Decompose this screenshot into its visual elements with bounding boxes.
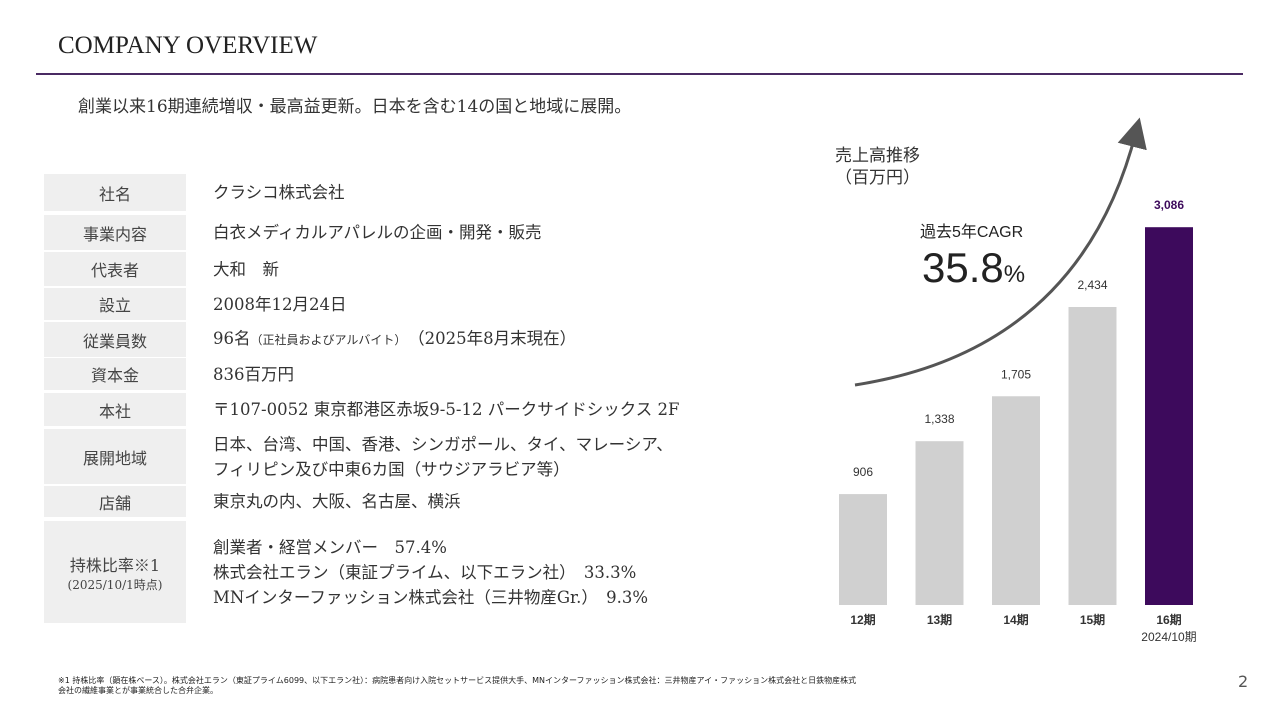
row-value: クラシコ株式会社 [213, 174, 773, 211]
bar [1145, 227, 1193, 605]
label-text: 展開地域 [82, 448, 147, 468]
label-text: 店舗 [98, 493, 131, 513]
cagr-label: 過去5年CAGR [920, 223, 1023, 241]
label-text: 本社 [98, 401, 131, 421]
label-text: 事業内容 [82, 224, 147, 244]
value-line: 創業者・経営メンバー 57.4% [213, 535, 773, 560]
title: COMPANY OVERVIEW [58, 32, 318, 59]
row-label: 資本金 [44, 358, 186, 390]
row-label: 持株比率※1 (2025/10/1時点) [44, 521, 186, 623]
value-text: クラシコ株式会社 [213, 183, 345, 202]
label-text: 持株比率※1 [69, 555, 161, 575]
row-value: 東京丸の内、大阪、名古屋、横浜 [213, 486, 773, 517]
label-text: 社名 [98, 184, 131, 204]
value-line: 〒107-0052 東京都港区赤坂9-5-12 パークサイドシックス 2F [213, 397, 773, 422]
bar [839, 494, 887, 605]
value-text: フィリピン及び中東6カ国（サウジアラビア等） [213, 459, 570, 479]
value-line: 白衣メディカルアパレルの企画・開発・販売 [213, 220, 773, 245]
row-value: 96名（正社員およびアルバイト） （2025年8月末現在） [213, 322, 773, 357]
chart-title: 売上高推移 [835, 146, 920, 166]
label-text: 従業員数 [82, 331, 147, 351]
value-suffix: （2025年8月末現在） [416, 329, 577, 348]
label-sub: (2025/10/1時点) [67, 577, 163, 592]
value-text: 白衣メディカルアパレルの企画・開発・販売 [213, 223, 542, 242]
bar [992, 396, 1040, 605]
value-text: 836百万円 [213, 364, 294, 384]
row-label: 代表者 [44, 252, 186, 286]
row-value: 大和 新 [213, 252, 773, 286]
cagr-unit: % [1004, 261, 1025, 288]
label-text: 資本金 [90, 366, 139, 385]
footnote-line: ※1 持株比率（顕在株ベース）。株式会社エラン（東証プライム6099、以下エラン… [58, 676, 857, 685]
value-label: 1,338 [924, 412, 954, 426]
value-label: 2,434 [1077, 278, 1107, 292]
subtitle: 創業以来16期連続増収・最高益更新。日本を含む14の国と地域に展開。 [78, 97, 632, 117]
row-value: 2008年12月24日 [213, 288, 773, 320]
value-text: 大和 新 [213, 259, 279, 279]
value-text: 〒107-0052 東京都港区赤坂9-5-12 パークサイドシックス 2F [213, 400, 680, 419]
cagr-number: 35.8 [922, 244, 1004, 291]
value-line: クラシコ株式会社 [213, 180, 773, 205]
value-text: 96名 [213, 329, 251, 348]
row-label: 本社 [44, 393, 186, 426]
x-tick-label: 15期 [1080, 612, 1105, 627]
x-tick-label: 13期 [927, 612, 952, 627]
x-tick-label: 14期 [1003, 612, 1028, 627]
row-value: 日本、台湾、中国、香港、シンガポール、タイ、マレーシア、 フィリピン及び中東6カ国… [213, 429, 773, 484]
row-label: 店舗 [44, 486, 186, 517]
value-line: 日本、台湾、中国、香港、シンガポール、タイ、マレーシア、 [213, 432, 773, 457]
divider [36, 73, 1243, 75]
row-value: 創業者・経営メンバー 57.4% 株式会社エラン（東証プライム、以下エラン社） 3… [213, 521, 773, 623]
value-note: （正社員およびアルバイト） [250, 333, 407, 347]
row-label: 設立 [44, 288, 186, 320]
bar [1068, 307, 1117, 605]
value-line: 株式会社エラン（東証プライム、以下エラン社） 33.3% [213, 560, 773, 585]
footnote-line: 会社の繊維事業とが事業統合した合弁企業。 [58, 686, 218, 695]
value-text: 日本、台湾、中国、香港、シンガポール、タイ、マレーシア、 [213, 434, 673, 454]
value-line: 96名（正社員およびアルバイト） （2025年8月末現在） [213, 326, 773, 353]
row-label: 従業員数 [44, 322, 186, 357]
bar [915, 441, 964, 605]
row-label: 事業内容 [44, 215, 186, 250]
x-tick-label: 16期 [1156, 612, 1181, 627]
label-text: 代表者 [90, 261, 139, 280]
value-text: 創業者・経営メンバー 57.4% [213, 537, 447, 557]
value-label: 906 [853, 465, 873, 479]
value-label: 3,086 [1154, 198, 1184, 212]
row-value: 白衣メディカルアパレルの企画・開発・販売 [213, 215, 773, 250]
cagr-value: 35.8% [922, 244, 1025, 291]
row-label: 展開地域 [44, 429, 186, 484]
row-value: 〒107-0052 東京都港区赤坂9-5-12 パークサイドシックス 2F [213, 393, 773, 426]
value-line: フィリピン及び中東6カ国（サウジアラビア等） [213, 457, 773, 482]
value-text: MNインターファッション株式会社（三井物産Gr.） 9.3% [213, 587, 649, 607]
value-line: MNインターファッション株式会社（三井物産Gr.） 9.3% [213, 585, 773, 610]
value-line: 大和 新 [213, 257, 773, 282]
value-text: 東京丸の内、大阪、名古屋、横浜 [213, 492, 461, 511]
x-tick-sublabel: 2024/10期 [1141, 630, 1196, 644]
value-text: 株式会社エラン（東証プライム、以下エラン社） 33.3% [213, 562, 637, 582]
label-text: 設立 [98, 296, 131, 315]
x-tick-label: 12期 [850, 612, 875, 627]
growth-arrow [854, 117, 1147, 387]
footnote: ※1 持株比率（顕在株ベース）。株式会社エラン（東証プライム6099、以下エラン… [58, 676, 856, 696]
value-line: 2008年12月24日 [213, 292, 773, 317]
chart-unit: （百万円） [835, 168, 920, 188]
value-text: 2008年12月24日 [213, 294, 347, 314]
page-number: 2 [1238, 672, 1249, 691]
row-label: 社名 [44, 174, 186, 211]
value-line: 東京丸の内、大阪、名古屋、横浜 [213, 489, 773, 514]
value-label: 1,705 [1001, 367, 1031, 381]
value-line: 836百万円 [213, 362, 773, 387]
row-value: 836百万円 [213, 358, 773, 390]
